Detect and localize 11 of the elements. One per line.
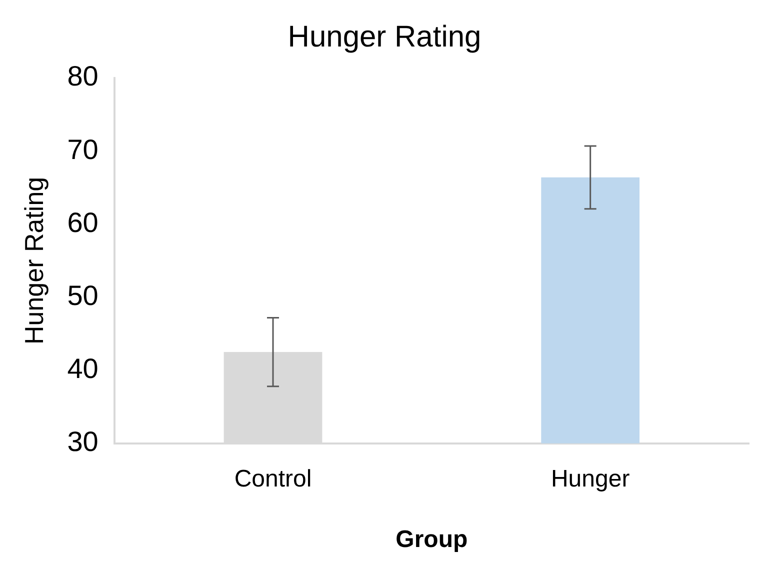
y-tick-label: 30 [67, 426, 98, 458]
y-tick-label: 40 [67, 353, 98, 384]
y-tick-label: 50 [67, 280, 98, 311]
chart-title: Hunger Rating [288, 20, 482, 54]
y-tick-label: 80 [67, 60, 98, 92]
y-tick-label: 60 [67, 206, 98, 238]
x-axis-title: Group [396, 526, 468, 554]
x-tick-label: Hunger [550, 465, 630, 492]
y-tick-label: 70 [67, 134, 98, 165]
y-axis-title: Hunger Rating [18, 176, 49, 345]
x-tick-label: Control [234, 465, 312, 492]
